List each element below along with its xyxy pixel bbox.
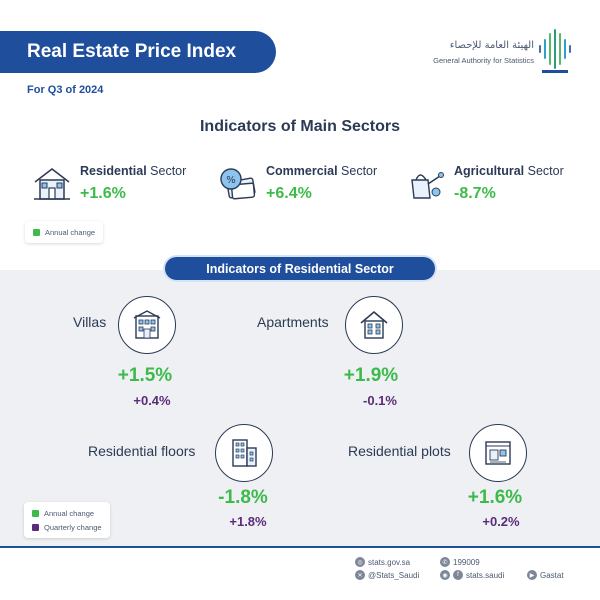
title-banner: Real Estate Price Index — [0, 31, 276, 73]
legend-swatch-quarterly — [32, 523, 39, 531]
instagram-icon: ◉ — [440, 570, 450, 580]
gastat-emblem-icon — [539, 29, 571, 73]
phone-icon: ✆ — [440, 557, 450, 567]
legend-item-quarterly: Quarterly change — [32, 520, 102, 534]
logo-english-text: General Authority for Statistics — [433, 56, 534, 65]
legend-swatch-annual — [33, 228, 40, 236]
legend-label-annual: Annual change — [45, 227, 96, 237]
footer-divider — [0, 546, 600, 548]
gastat-logo: الهيئة العامة للإحصاء General Authority … — [432, 28, 572, 83]
plots-label: Residential plots — [348, 443, 451, 459]
footer-x-text: @Stats_Saudi — [368, 570, 420, 580]
residential-sector-label: Residential Sector — [80, 164, 187, 178]
legend-label-quarterly: Quarterly change — [44, 522, 102, 532]
main-sectors-heading: Indicators of Main Sectors — [199, 118, 401, 135]
plots-annual-value: +1.6% — [467, 487, 523, 508]
main-legend: Annual change — [25, 221, 104, 243]
plots-quarterly-value: +0.2% — [482, 514, 520, 529]
facebook-icon: f — [453, 570, 463, 580]
floors-quarterly-value: +1.8% — [229, 514, 267, 529]
money-icon: % — [220, 168, 256, 200]
residential-sector-value: +1.6% — [80, 185, 126, 202]
floors-annual-value: -1.8% — [218, 487, 268, 508]
villas-annual-value: +1.5% — [117, 365, 173, 386]
legend-swatch-annual — [32, 509, 39, 517]
floors-label: Residential floors — [88, 443, 196, 459]
residential-heading-banner: Indicators of Residential Sector — [163, 255, 437, 282]
x-icon: ✕ — [355, 570, 365, 580]
residential-legend: Annual change Quarterly change — [24, 502, 110, 538]
villa-icon — [118, 296, 176, 354]
floors-icon — [215, 424, 273, 482]
footer-website[interactable]: ◎ stats.gov.sa — [355, 557, 410, 567]
globe-icon: ◎ — [355, 557, 365, 567]
residential-panel — [0, 270, 600, 546]
agricultural-sector-label: Agricultural Sector — [454, 164, 564, 178]
footer-brand[interactable]: ▶ Gastat — [527, 570, 564, 580]
footer-x-handle[interactable]: ✕ @Stats_Saudi — [355, 570, 419, 580]
residential-heading: Indicators of Residential Sector — [206, 261, 394, 276]
page-title: Real Estate Price Index — [27, 41, 237, 62]
house-icon — [34, 168, 70, 200]
logo-arabic-text: الهيئة العامة للإحصاء — [449, 40, 534, 51]
footer-website-text: stats.gov.sa — [368, 557, 411, 567]
plot-icon — [469, 424, 527, 482]
agricultural-sector-value: -8.7% — [454, 185, 496, 202]
villas-label: Villas — [73, 314, 107, 330]
footer-brand-text: Gastat — [540, 570, 564, 580]
villas-quarterly-value: +0.4% — [133, 393, 171, 408]
footer-social-text: stats.saudi — [466, 570, 505, 580]
legend-item-annual: Annual change — [33, 225, 95, 239]
footer-phone[interactable]: ✆ 199009 — [440, 557, 480, 567]
apartments-label: Apartments — [257, 314, 329, 330]
commercial-sector-label: Commercial Sector — [266, 164, 378, 178]
legend-label-annual: Annual change — [44, 508, 95, 518]
apartment-icon — [345, 296, 403, 354]
apartments-annual-value: +1.9% — [343, 365, 399, 386]
apartments-quarterly-value: -0.1% — [363, 393, 397, 408]
svg-text:%: % — [226, 175, 236, 186]
footer-phone-text: 199009 — [453, 557, 480, 567]
legend-item-annual: Annual change — [32, 506, 102, 520]
youtube-icon: ▶ — [527, 570, 537, 580]
page-subtitle: For Q3 of 2024 — [27, 84, 104, 96]
footer-social[interactable]: ◉ f stats.saudi — [440, 570, 504, 580]
watering-can-icon — [411, 172, 444, 199]
commercial-sector-value: +6.4% — [266, 185, 312, 202]
